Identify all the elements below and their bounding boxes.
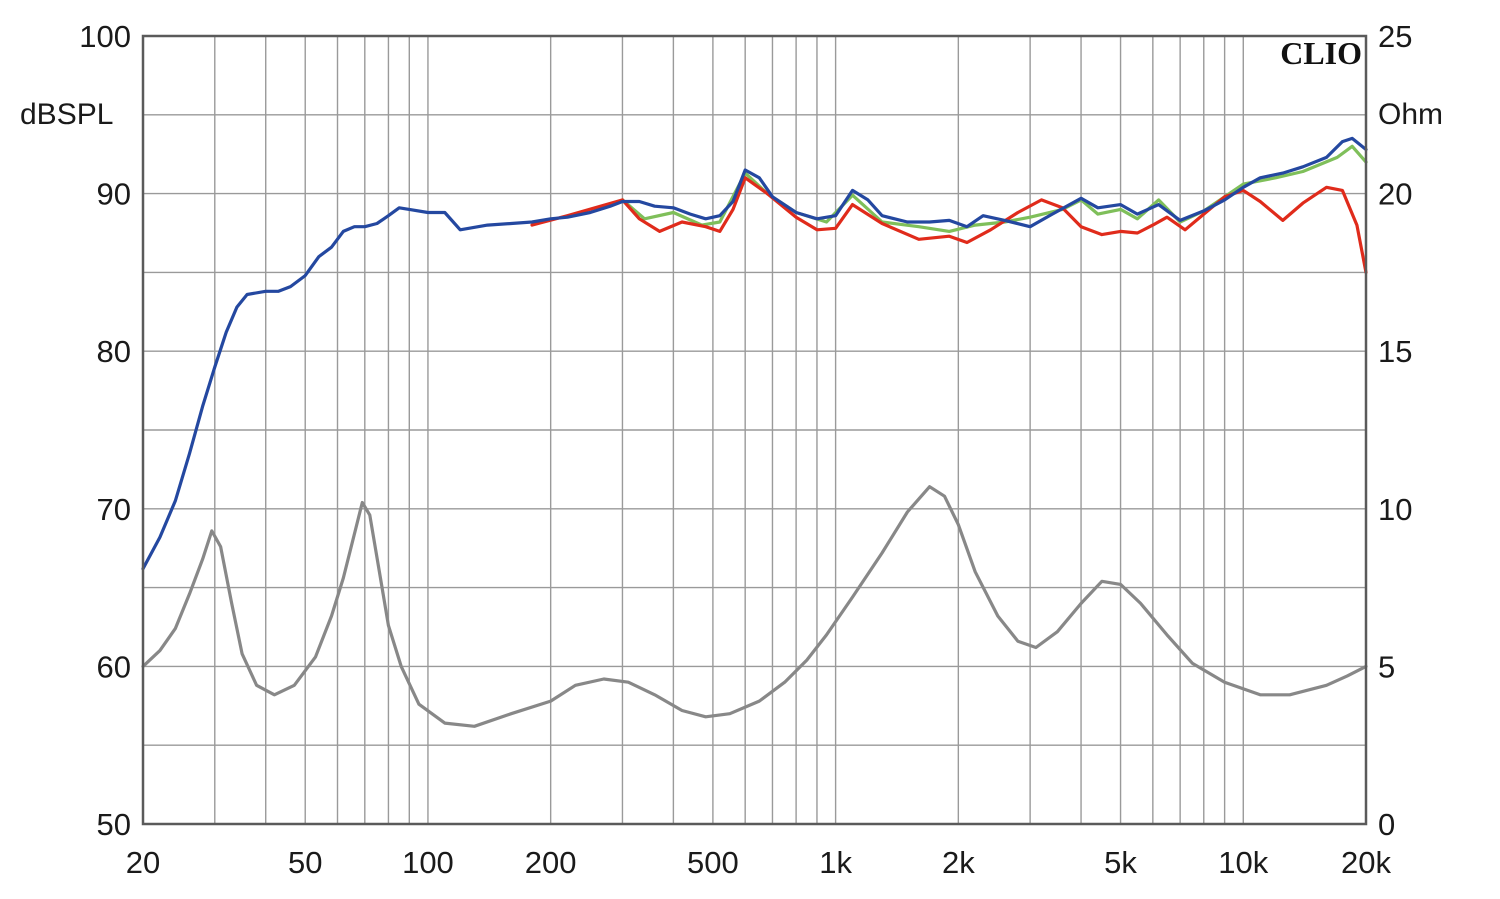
right-tick-labels: 25 20 15 10 5 0 (1378, 19, 1412, 842)
spl-curve (141, 136, 1368, 571)
x-tick-label: 1k (819, 845, 852, 880)
x-tick-label: 500 (687, 845, 739, 880)
x-tick-label: 100 (402, 845, 454, 880)
left-tick-label: 100 (79, 19, 131, 54)
left-axis-unit: dBSPL (20, 98, 113, 131)
x-tick-label: 2k (942, 845, 975, 880)
left-tick-label: 50 (97, 807, 131, 842)
grid (143, 36, 1366, 824)
impedance-curve (141, 485, 1368, 728)
spl-curve (530, 176, 1368, 274)
plot-frame (141, 34, 1368, 826)
left-tick-label: 90 (97, 177, 131, 212)
right-tick-label: 25 (1378, 19, 1412, 54)
right-tick-label: 5 (1378, 649, 1395, 684)
x-tick-label: 200 (525, 845, 577, 880)
brand-logo-text: CLIO (1280, 35, 1362, 71)
right-tick-label: 10 (1378, 492, 1412, 527)
left-tick-label: 80 (97, 334, 131, 369)
left-tick-label: 60 (97, 649, 131, 684)
left-tick-label: 70 (97, 492, 131, 527)
x-tick-label: 5k (1104, 845, 1137, 880)
right-tick-label: 20 (1378, 177, 1412, 212)
left-tick-labels: 100 90 80 70 60 50 (79, 19, 131, 842)
x-tick-label: 50 (288, 845, 322, 880)
x-tick-label: 20 (126, 845, 160, 880)
x-tick-label: 10k (1218, 845, 1268, 880)
x-tick-label: 20k (1341, 845, 1391, 880)
x-tick-labels: 20 50 100 200 500 1k 2k 5k 10k 20k (126, 845, 1392, 880)
right-axis-unit: Ohm (1378, 98, 1443, 131)
right-tick-label: 0 (1378, 807, 1395, 842)
right-tick-label: 15 (1378, 334, 1412, 369)
series-group (141, 136, 1368, 728)
